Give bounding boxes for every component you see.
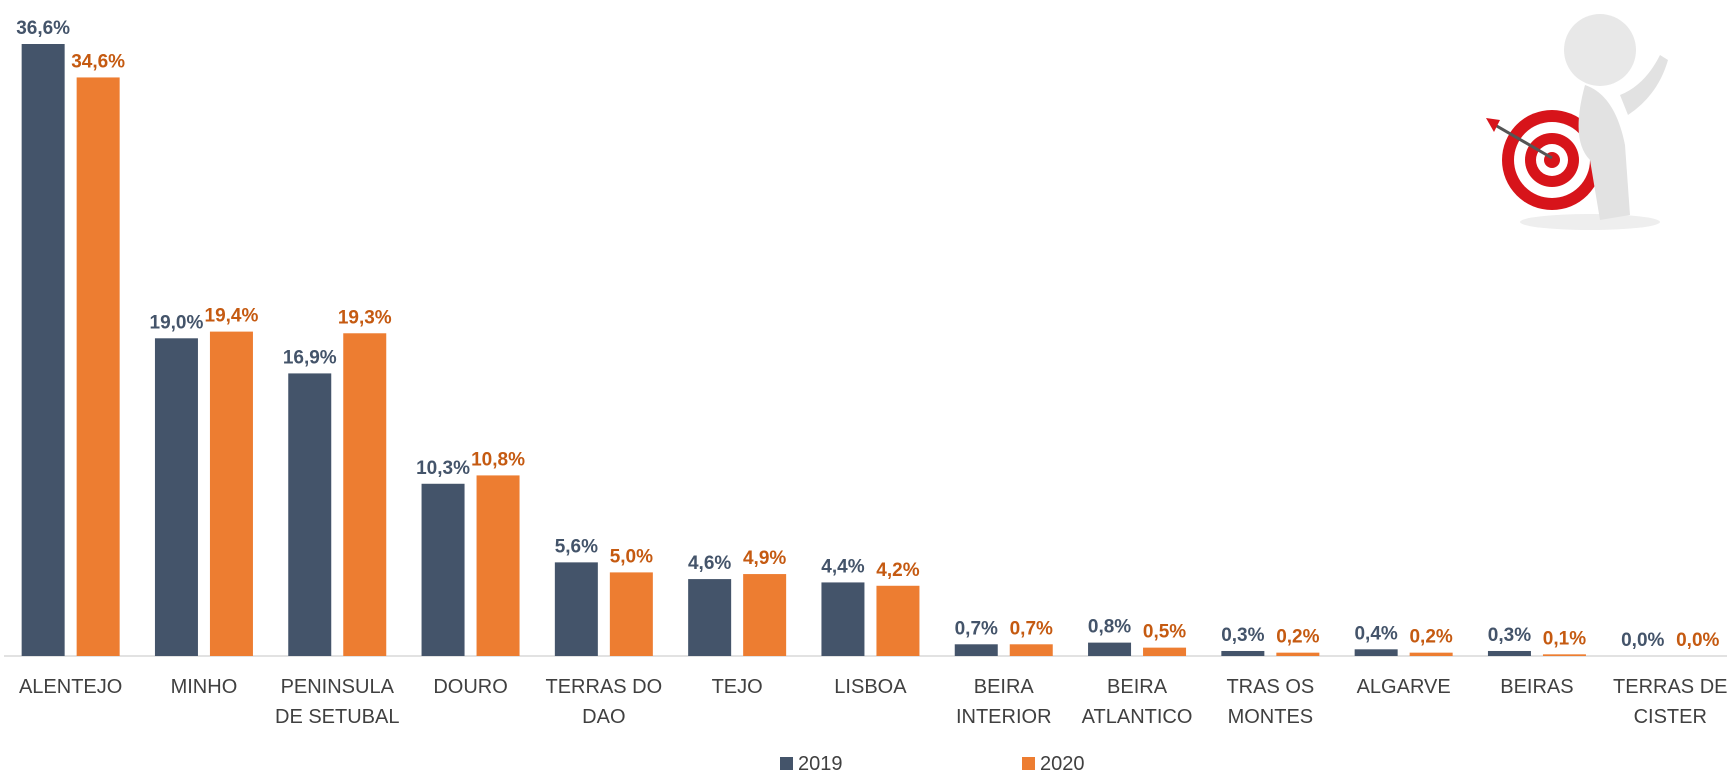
x-tick-label: LISBOA [834,676,907,698]
bar [554,562,598,656]
mascot-illustration [1486,14,1668,230]
x-tick-label: BEIRAS [1500,676,1574,698]
data-label: 0,5% [1143,622,1186,643]
data-label: 34,6% [71,51,125,72]
bar [1487,650,1531,656]
x-tick-label: TERRAS DO DAO [545,676,663,728]
bar [209,331,253,656]
data-label: 4,9% [743,548,786,569]
x-tick-label: ALGARVE [1356,676,1451,698]
data-label: 0,0% [1676,630,1719,651]
x-tick-label: ALENTEJO [18,676,123,698]
data-label: 4,2% [876,560,919,581]
data-label: 10,8% [471,449,525,470]
bar [954,644,998,656]
data-label: 19,3% [338,307,392,328]
bar [1009,644,1053,656]
bar [1221,650,1265,656]
bar [154,338,198,656]
bar [743,574,787,656]
data-label: 0,7% [955,618,998,639]
data-label: 0,0% [1621,630,1664,651]
x-tick-label: BEIRA ATLANTICO [1081,676,1193,728]
data-label: 19,4% [205,306,259,327]
bar [821,582,865,656]
bar [1143,647,1187,656]
bar [421,483,465,656]
data-label: 5,6% [555,536,598,557]
legend-swatch [780,757,793,770]
data-label: 0,3% [1221,625,1264,646]
bar [1354,649,1398,656]
x-tick-label: TEJO [711,676,763,698]
bar [1088,642,1132,656]
x-tick-label: DOURO [433,676,508,698]
bar [1409,652,1453,656]
data-label: 0,3% [1488,625,1531,646]
bar [343,333,387,656]
x-tick-label: MINHO [170,676,238,698]
bar [1542,654,1586,656]
data-label: 5,0% [610,546,653,567]
bar [21,44,65,656]
x-tick-label: TERRAS DE CISTER [1613,676,1727,728]
data-label: 0,1% [1543,628,1586,649]
bar [876,585,920,656]
bar [609,572,653,656]
legend-label: 2019 [798,753,843,774]
legend-label: 2020 [1040,753,1085,774]
legend-swatch [1022,757,1035,770]
bar [1276,652,1320,656]
data-label: 10,3% [416,458,470,479]
data-label: 0,8% [1088,617,1131,638]
x-tick-label: BEIRA INTERIOR [955,676,1052,728]
bar [288,373,332,656]
data-label: 0,4% [1354,623,1397,644]
data-label: 4,4% [821,556,864,577]
data-label: 19,0% [150,312,204,333]
data-label: 16,9% [283,347,337,368]
bar [688,579,732,656]
data-label: 0,2% [1409,627,1452,648]
bar [476,475,520,656]
data-label: 0,7% [1010,618,1053,639]
data-label: 4,6% [688,553,731,574]
bar [76,77,120,656]
x-tick-label: TRAS OS MONTES [1226,676,1315,728]
data-label: 36,6% [16,18,70,39]
data-label: 0,2% [1276,627,1319,648]
x-tick-label: PENINSULA DE SETUBAL [275,676,400,728]
